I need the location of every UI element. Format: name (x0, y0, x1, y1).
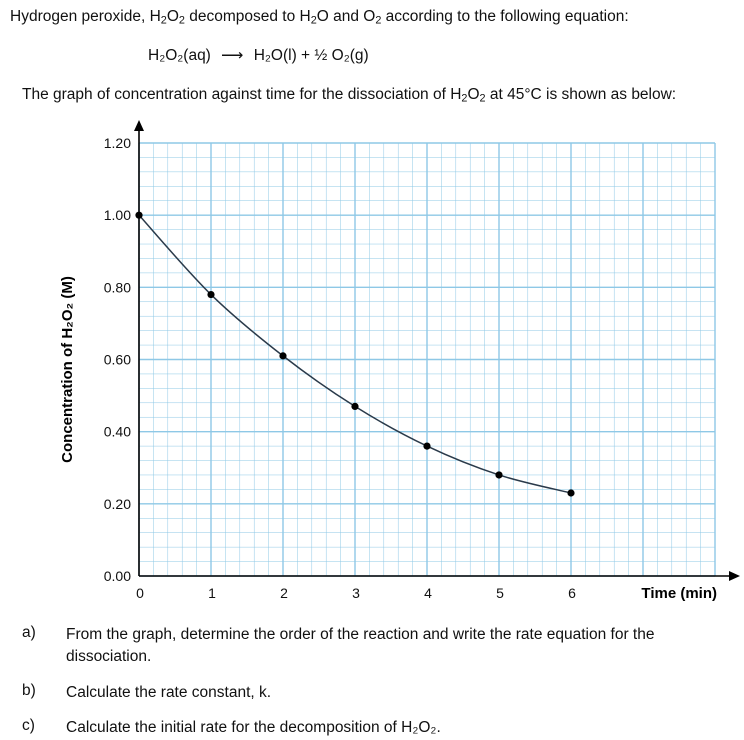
y-axis-arrow-icon (134, 120, 144, 131)
question-a-text: From the graph, determine the order of t… (66, 626, 655, 665)
data-point (279, 352, 287, 360)
data-point (495, 471, 503, 479)
y-tick-label: 1.20 (104, 135, 131, 151)
data-point (351, 402, 359, 411)
data-point (135, 211, 143, 219)
x-tick-labels: 0 1 2 3 4 5 6 (136, 585, 576, 601)
x-tick-label: 0 (136, 585, 144, 601)
graph-caption: The graph of concentration against time … (22, 86, 677, 105)
question-b-letter: b) (22, 682, 36, 699)
y-tick-label: 0.60 (104, 352, 131, 368)
reaction-equation: H₂O₂(aq) ⟶ H₂O(l) + ½ O₂(g) (148, 46, 369, 65)
y-tick-label: 0.00 (104, 568, 131, 584)
x-axis-arrow-icon (729, 571, 740, 581)
equation-reactant: H₂O₂(aq) (148, 47, 211, 64)
question-c-letter: c) (22, 717, 35, 734)
y-tick-label: 0.20 (104, 496, 131, 512)
x-tick-label: 6 (568, 585, 576, 601)
data-markers (135, 211, 575, 497)
x-tick-label: 3 (352, 585, 360, 601)
x-axis-label: Time (min) (641, 585, 717, 602)
x-tick-label: 4 (424, 585, 432, 601)
y-tick-label: 1.00 (104, 207, 131, 223)
data-point (567, 489, 575, 497)
concentration-chart: 0.00 0.20 0.40 0.60 0.80 1.00 1.20 0 1 2 3 4 5 6 Tim… (59, 120, 740, 602)
question-c-text: Calculate the initial rate for the decom… (66, 719, 441, 736)
x-tick-label: 1 (208, 585, 216, 601)
x-tick-label: 2 (280, 585, 288, 601)
reaction-arrow-icon: ⟶ (221, 47, 244, 64)
axes (134, 120, 740, 581)
data-point (207, 290, 215, 299)
data-point (423, 442, 431, 450)
question-b-text: Calculate the rate constant, k. (66, 684, 272, 701)
y-tick-labels: 0.00 0.20 0.40 0.60 0.80 1.00 1.20 (104, 135, 131, 584)
y-tick-label: 0.40 (104, 424, 131, 440)
y-axis-label: Concentration of H₂O₂ (M) (59, 276, 76, 463)
x-tick-label: 5 (496, 585, 504, 601)
question-a-letter: a) (22, 624, 36, 641)
y-tick-label: 0.80 (104, 279, 131, 295)
equation-products: H₂O(l) + ½ O₂(g) (253, 47, 369, 64)
intro-text: Hydrogen peroxide, H2O2 decomposed to H2… (10, 8, 629, 27)
